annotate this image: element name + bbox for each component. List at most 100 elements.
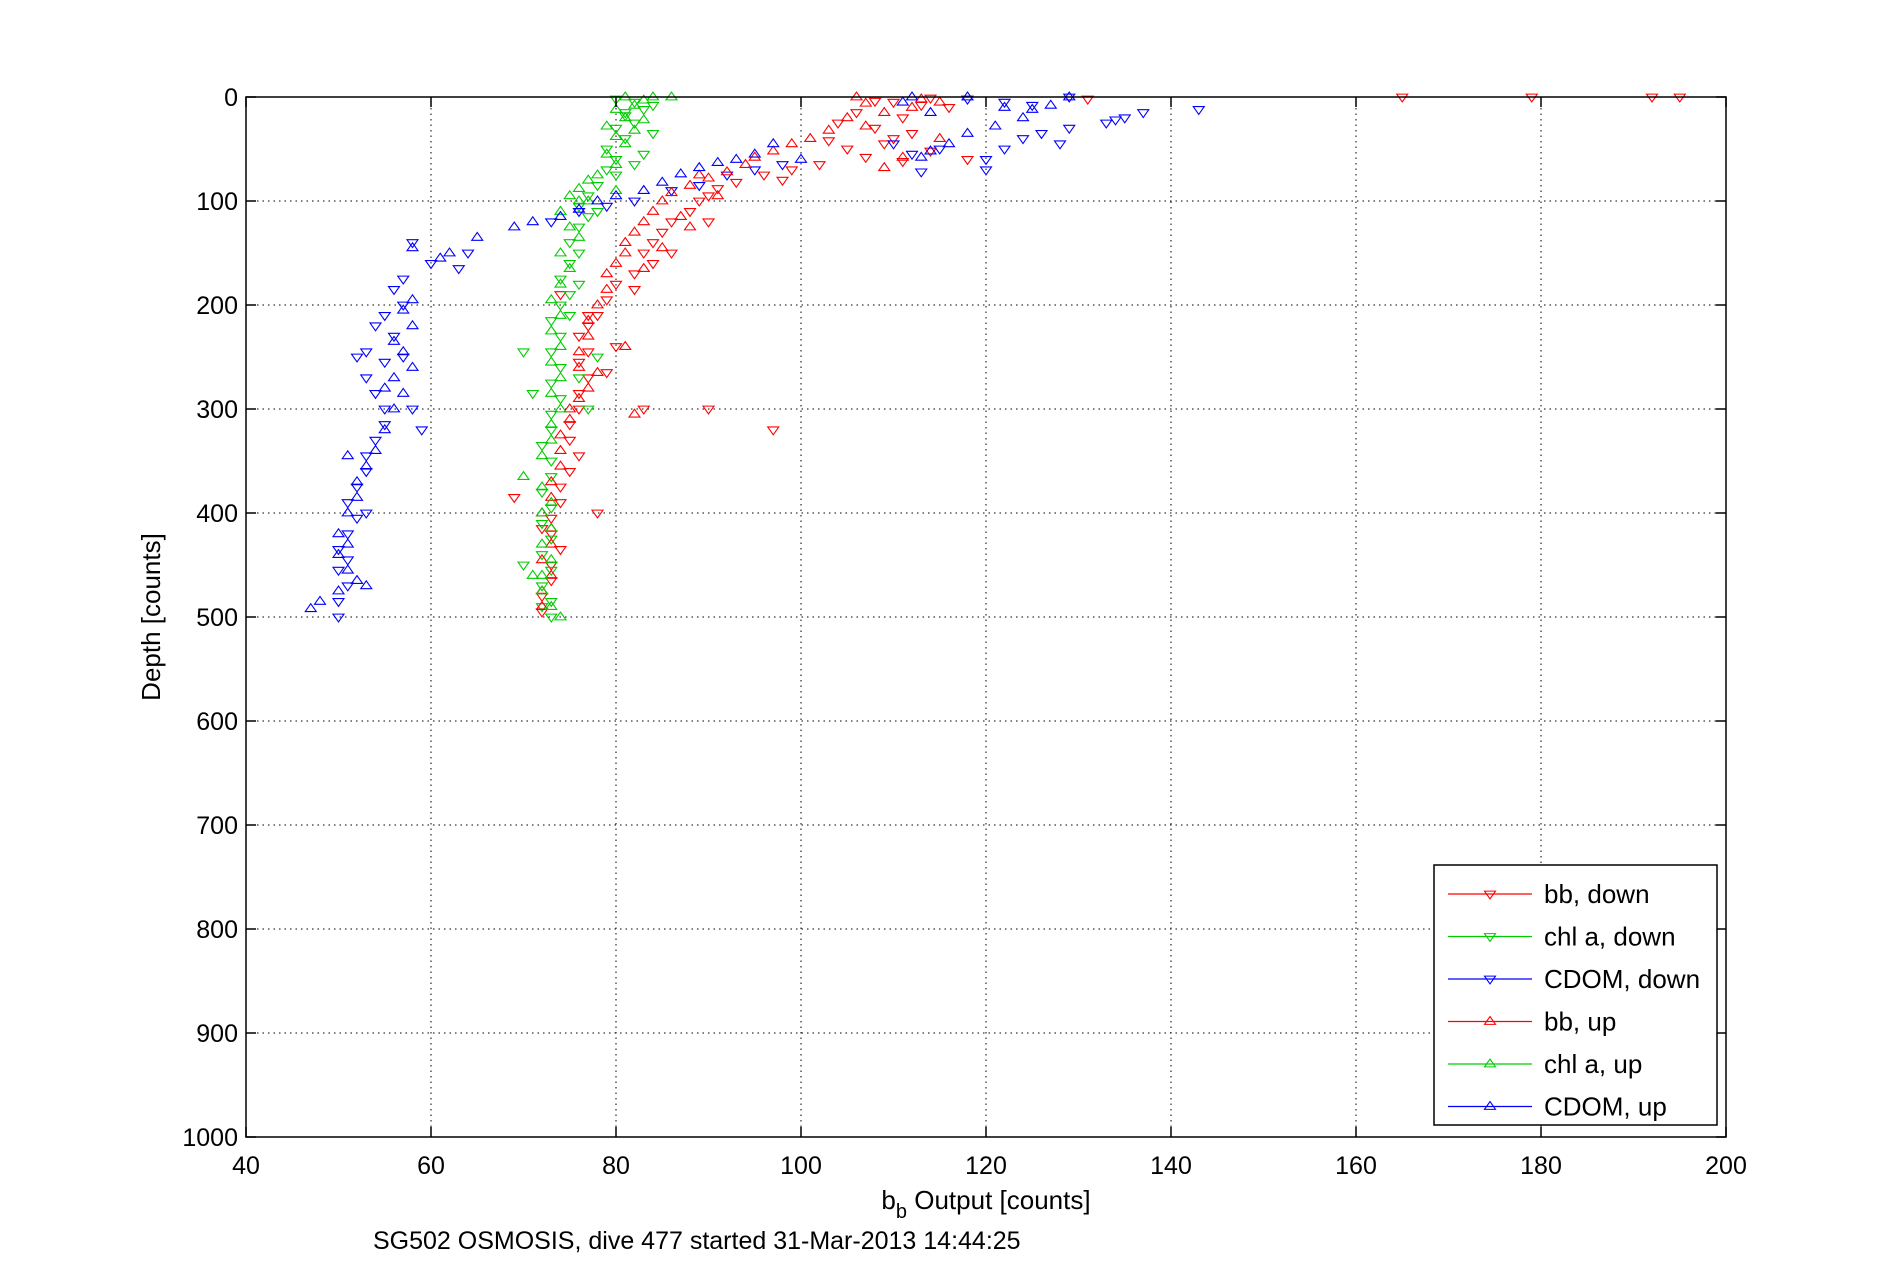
data-point — [923, 147, 938, 158]
data-point — [387, 403, 401, 413]
data-point — [359, 452, 373, 462]
data-point — [553, 210, 568, 221]
legend-marker — [1483, 890, 1497, 900]
data-point — [1192, 106, 1206, 116]
legend-marker — [1483, 933, 1497, 943]
y-tick-label: 200 — [196, 292, 238, 320]
data-point — [637, 215, 651, 226]
data-point — [553, 205, 568, 215]
data-point — [914, 151, 928, 161]
data-point — [923, 145, 938, 155]
data-point — [535, 582, 549, 592]
data-point — [341, 499, 355, 509]
data-point — [359, 460, 373, 470]
data-point — [544, 553, 558, 564]
data-point — [1108, 116, 1123, 126]
data-point — [341, 538, 355, 548]
data-point — [544, 218, 558, 228]
data-point — [849, 91, 864, 101]
data-point — [572, 203, 586, 213]
data-point — [655, 176, 669, 186]
data-point — [637, 184, 651, 195]
data-point — [581, 174, 595, 184]
data-point — [516, 561, 531, 571]
data-point — [1395, 93, 1409, 103]
data-point — [600, 145, 614, 155]
data-point — [618, 109, 632, 119]
data-point — [627, 99, 642, 109]
data-point — [350, 483, 364, 493]
y-tick-label: 500 — [196, 604, 238, 632]
data-point — [618, 340, 632, 351]
data-point — [572, 374, 586, 384]
data-point — [544, 457, 558, 467]
data-point — [729, 153, 743, 163]
data-point — [544, 522, 558, 533]
data-point — [341, 582, 355, 592]
data-point — [618, 135, 632, 145]
data-points — [304, 91, 1687, 623]
data-point — [646, 91, 660, 101]
legend-label: bb, up — [1544, 1007, 1616, 1037]
data-point — [766, 426, 780, 436]
data-point — [331, 613, 346, 623]
legend-label: CDOM, down — [1544, 964, 1700, 994]
y-axis-label: Depth [counts] — [136, 533, 166, 701]
data-point — [646, 239, 660, 249]
data-point — [711, 189, 725, 200]
x-tick-label: 160 — [1335, 1152, 1377, 1180]
data-point — [350, 353, 364, 363]
data-point — [886, 135, 901, 145]
data-point — [637, 150, 651, 161]
data-point — [572, 182, 586, 192]
data-point — [1645, 93, 1659, 103]
data-point — [544, 317, 558, 327]
data-point — [627, 226, 642, 236]
data-point — [405, 405, 420, 415]
data-point — [905, 91, 919, 101]
data-point — [563, 421, 577, 431]
data-point — [942, 137, 956, 148]
data-point — [341, 530, 355, 540]
data-point — [387, 335, 401, 345]
data-point — [581, 322, 595, 332]
data-point — [544, 418, 558, 429]
data-point — [627, 285, 642, 296]
data-point — [683, 207, 697, 218]
data-point — [544, 496, 558, 507]
data-point — [590, 181, 605, 192]
data-point — [775, 161, 790, 171]
data-point — [618, 91, 632, 101]
legend-item: bb, up — [1448, 1007, 1616, 1037]
data-point — [1062, 91, 1076, 101]
data-point — [701, 218, 716, 228]
data-point — [849, 109, 864, 119]
data-point — [637, 113, 651, 124]
data-point — [933, 132, 947, 143]
data-point — [544, 325, 558, 335]
data-point — [600, 369, 614, 379]
x-tick-label: 200 — [1705, 1152, 1747, 1180]
data-point — [563, 221, 577, 231]
y-tick-label: 600 — [196, 708, 238, 736]
data-point — [600, 166, 614, 176]
data-point — [1525, 93, 1539, 103]
x-tick-label: 100 — [780, 1152, 822, 1180]
data-point — [331, 566, 346, 577]
data-point — [572, 332, 586, 343]
data-point — [979, 166, 993, 176]
data-point — [553, 460, 568, 470]
data-point — [1136, 109, 1150, 119]
data-point — [387, 371, 401, 382]
data-point — [609, 158, 623, 169]
data-point — [997, 98, 1012, 109]
data-point — [424, 259, 438, 270]
data-point — [590, 207, 605, 218]
data-point — [637, 262, 651, 273]
data-point — [544, 600, 558, 611]
data-point — [553, 371, 568, 382]
data-point — [378, 311, 392, 322]
data-point — [618, 111, 632, 122]
data-point — [563, 259, 577, 270]
data-point — [544, 379, 558, 389]
